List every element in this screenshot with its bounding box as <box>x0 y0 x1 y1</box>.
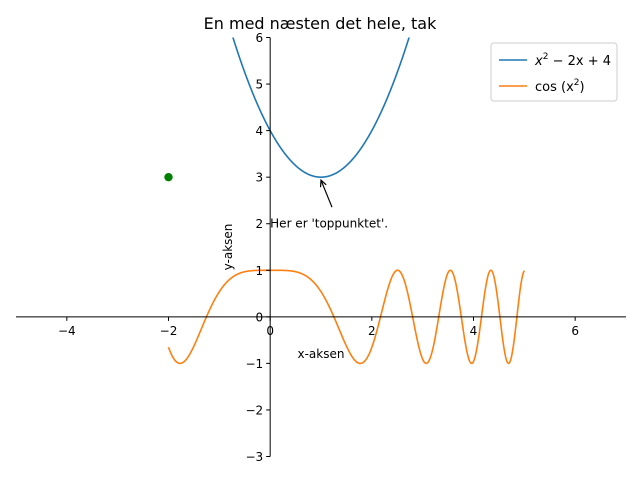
y-tick-label-4: 1 <box>256 264 264 278</box>
y-tick-label-0: −3 <box>245 450 263 464</box>
x-axis-label: x-aksen <box>298 347 345 361</box>
x-tick-label-0: −4 <box>58 324 76 338</box>
chart-title: En med næsten det hele, tak <box>204 14 437 33</box>
annotation-group: Her er 'toppunktet'. <box>270 178 388 231</box>
data-point-0 <box>164 172 173 182</box>
y-axis-label: y-aksen <box>221 224 235 271</box>
legend-label-1: cos (x2) <box>535 78 585 95</box>
y-tick-label-5: 2 <box>256 217 264 231</box>
axes: −4 −2 0 2 4 6 −3 −2 −1 0 1 2 3 4 5 6 <box>16 31 626 464</box>
x-tick-label-3: 2 <box>368 324 376 338</box>
y-tick-label-6: 3 <box>256 171 264 185</box>
x-tick-label-4: 4 <box>470 324 478 338</box>
x-tick-label-2: 0 <box>266 324 274 338</box>
y-tick-label-2: −1 <box>245 357 263 371</box>
x-tick-label-5: 6 <box>571 324 579 338</box>
y-tick-label-7: 4 <box>256 124 264 138</box>
annotation-arrow-head <box>319 178 327 188</box>
y-tick-label-8: 5 <box>256 78 264 92</box>
series-line-0 <box>232 37 410 178</box>
series-line-1 <box>167 269 525 365</box>
legend-label-0: x2 − 2x + 4 <box>534 52 611 69</box>
plot-area <box>164 37 525 365</box>
x-tick-label-1: −2 <box>160 324 178 338</box>
y-tick-label-1: −2 <box>245 403 263 417</box>
legend: x2 − 2x + 4 cos (x2) <box>490 42 618 102</box>
y-tick-label-3: 0 <box>256 310 264 324</box>
annotation-arrow <box>320 179 333 208</box>
annotation-text: Her er 'toppunktet'. <box>270 217 388 231</box>
y-tick-label-9: 6 <box>256 31 264 45</box>
